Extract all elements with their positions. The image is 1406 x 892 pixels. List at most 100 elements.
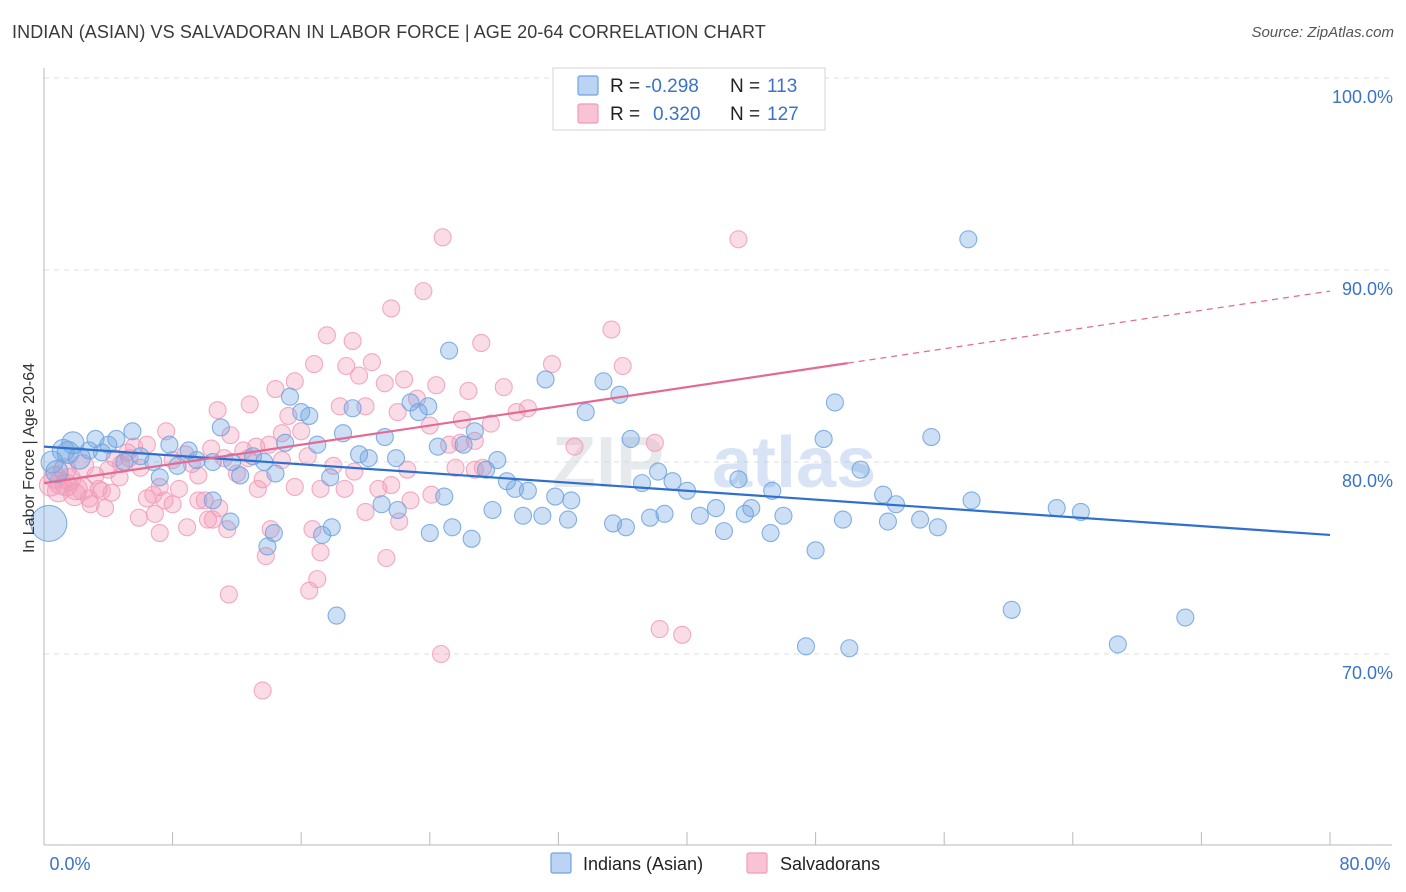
salvadoran-point-76 [613, 356, 632, 376]
indian-point-67 [806, 541, 825, 560]
salvadoran-point-124 [345, 462, 364, 481]
salvadoran-point-122 [253, 681, 272, 700]
salvadoran-point-56 [395, 370, 414, 389]
salvadoran-point-59 [414, 282, 433, 301]
salvadoran-point-29 [221, 426, 240, 445]
salvadoran-point-88 [356, 502, 375, 521]
salvadoran-point-62 [433, 228, 452, 247]
salvadoran-point-101 [203, 510, 222, 529]
indian-point-102 [690, 506, 709, 525]
indian-point-86 [313, 525, 332, 545]
indian-point-35 [343, 399, 362, 418]
y-tick-label-70: 70.0% [1342, 663, 1393, 683]
salvadoran-point-40 [292, 422, 311, 441]
x-axis-ticks [43, 832, 1331, 845]
legend-n-label-2: N = [730, 104, 760, 125]
salvadoran-point-123 [432, 644, 451, 664]
y-axis-label: In Labor Force | Age 20-64 [21, 363, 38, 553]
salvadoran-point-80 [650, 619, 669, 639]
legend-n-value-2: 127 [767, 104, 799, 125]
salvadoran-point-30 [227, 464, 246, 483]
indian-point-88 [327, 606, 346, 625]
indian-point-83 [221, 512, 240, 531]
indian-point-41 [409, 403, 428, 422]
x-tick-label-min: 0.0% [49, 854, 90, 874]
x-tick-label-max: 80.0% [1339, 854, 1390, 874]
indian-point-37 [359, 449, 378, 468]
indian-point-18 [168, 456, 187, 475]
legend-r-label-1: R = [610, 76, 640, 97]
indian-point-55 [594, 372, 613, 391]
indian-point-75 [922, 427, 941, 447]
indian-point-96 [533, 506, 552, 525]
chart-title: INDIAN (ASIAN) VS SALVADORAN IN LABOR FO… [12, 22, 766, 42]
salvadoran-point-69 [481, 414, 500, 433]
indian-point-106 [796, 637, 816, 656]
salvadoran-point-63 [440, 435, 459, 454]
indian-point-33 [321, 468, 340, 487]
indian-point-81 [1176, 608, 1195, 627]
indian-point-111 [435, 487, 454, 506]
indian-point-80 [1108, 635, 1127, 654]
indian-point-36 [350, 445, 369, 464]
indian-point-13 [123, 422, 142, 441]
indian-point-69 [825, 393, 844, 412]
indian-point-46 [465, 422, 484, 441]
salvadoran-point-85 [398, 460, 417, 479]
series-legend: Indians (Asian) Salvadorans [550, 852, 880, 874]
indian-point-45 [454, 435, 473, 454]
salvadoran-point-89 [335, 479, 354, 498]
indian-point-23 [223, 452, 242, 472]
salvadoran-point-64 [446, 458, 465, 477]
salvadoran-point-83 [451, 433, 470, 452]
salvadoran-point-106 [155, 491, 174, 510]
salvadoran-point-104 [178, 518, 197, 537]
salvadoran-point-43 [311, 479, 330, 498]
grid-lines [44, 77, 1392, 655]
watermark: ZIP atlas [552, 423, 876, 503]
legend-swatch-salvadorans [577, 103, 599, 124]
indian-point-107 [840, 639, 859, 658]
bottom-legend-label-salvadorans: Salvadorans [780, 854, 880, 874]
indian-point-32 [308, 435, 327, 454]
salvadoran-point-19 [157, 422, 176, 441]
salvadoran-point-42 [305, 355, 324, 374]
indian-point-74 [911, 510, 930, 529]
salvadoran-point-87 [382, 475, 401, 495]
y-tick-label-100: 100.0% [1332, 87, 1393, 107]
salvadoran-point-93 [285, 477, 304, 497]
source-credit: Source: ZipAtlas.com [1251, 24, 1394, 41]
indian-point-89 [372, 495, 391, 514]
salvadoran-point-97 [248, 479, 267, 498]
bottom-legend-swatch-indians [550, 852, 572, 874]
salvadoran-point-39 [285, 372, 304, 391]
salvadoran-point-27 [208, 401, 227, 420]
indian-point-29 [280, 387, 299, 406]
salvadoran-point-77 [645, 433, 664, 452]
indian-point-97 [558, 510, 578, 529]
salvadoran-point-32 [240, 395, 259, 414]
salvadoran-point-51 [362, 353, 381, 372]
indian-point-42 [419, 397, 438, 416]
indian-point-43 [428, 437, 447, 456]
indian-point-2 [45, 460, 69, 484]
bottom-legend-swatch-salvadorans [746, 852, 768, 874]
salvadoran-point-67 [465, 431, 484, 450]
bottom-legend-label-indians: Indians (Asian) [583, 854, 703, 874]
salvadoran-point-115 [89, 479, 108, 498]
axes [43, 68, 1392, 846]
indian-point-31 [300, 406, 319, 425]
indian-point-70 [833, 510, 852, 529]
salvadoran-point-72 [518, 399, 537, 418]
indian-point-82 [203, 491, 222, 510]
salvadoran-point-107 [150, 523, 169, 543]
indian-point-17 [160, 435, 179, 454]
indian-point-104 [735, 504, 754, 523]
indian-point-66 [774, 506, 793, 525]
salvadoran-point-78 [729, 230, 748, 249]
salvadoran-point-102 [198, 510, 218, 529]
salvadoran-point-125 [377, 548, 396, 568]
salvadoran-point-103 [189, 491, 208, 510]
indian-point-100 [640, 508, 660, 527]
